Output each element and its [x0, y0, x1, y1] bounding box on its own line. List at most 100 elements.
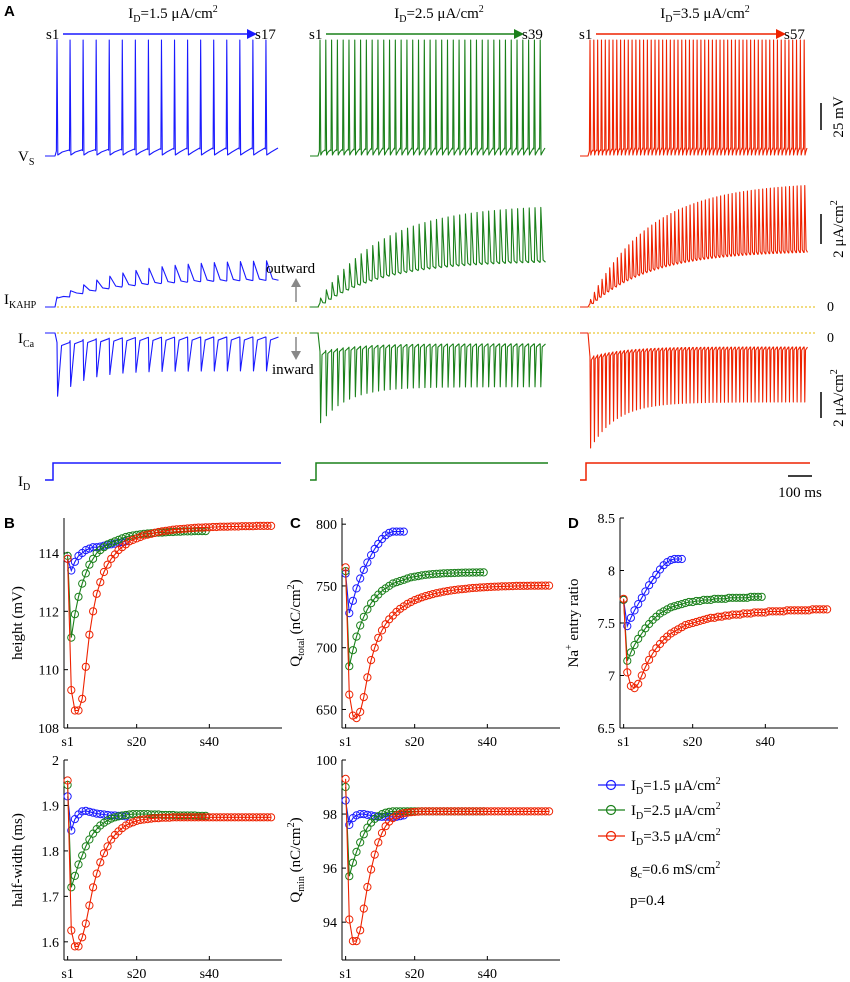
column-header-2: ID=2.5 μA/cm2	[394, 4, 484, 25]
outward-label: outward	[266, 261, 316, 277]
data-point	[63, 776, 72, 785]
x-tick-label: s40	[200, 967, 219, 982]
y-tick-label: 650	[316, 703, 337, 718]
x-tick-label: s1	[61, 967, 73, 982]
data-point	[619, 594, 628, 603]
data-point	[96, 858, 105, 867]
data-point	[99, 567, 109, 577]
data-point	[341, 563, 350, 572]
data-point	[85, 901, 94, 910]
data-point	[410, 596, 419, 605]
data-point	[634, 600, 643, 609]
data-point	[352, 714, 361, 723]
ica-label: ICa	[18, 331, 35, 350]
vs-label: VS	[18, 149, 34, 168]
y-axis-label: half-width (ms)	[10, 813, 26, 907]
data-point	[132, 534, 141, 543]
series-line	[67, 780, 272, 947]
series-i-d-1-5	[619, 554, 686, 631]
data-point	[363, 673, 372, 682]
series-i-d-2-5	[63, 780, 210, 892]
data-point	[699, 615, 708, 625]
data-point	[103, 560, 112, 569]
outward-arrow-icon	[291, 278, 301, 302]
data-point	[81, 662, 90, 671]
spike-range-arrowhead-3	[776, 29, 786, 39]
data-point	[399, 527, 408, 536]
data-point	[681, 621, 690, 630]
x-tick-label: s40	[478, 735, 497, 750]
series-line	[623, 558, 682, 629]
data-point	[110, 537, 120, 546]
data-point	[70, 610, 80, 619]
panel-label-a: A	[4, 3, 15, 20]
data-point	[81, 842, 90, 851]
data-point	[99, 849, 109, 858]
data-point	[114, 535, 123, 545]
legend-gc: gc=0.6 mS/cm2	[630, 860, 720, 881]
chart-c-bottom: 94 96 98 100 s1 s20 s40 Qmin (nC/cm2)	[286, 754, 560, 982]
series-i-d-3-5	[619, 594, 832, 693]
panel-label-c: C	[290, 515, 301, 532]
y-tick-label: 98	[323, 808, 337, 823]
legend-entry-3: ID=3.5 μA/cm2	[598, 827, 721, 848]
column-header-1: ID=1.5 μA/cm2	[128, 4, 218, 25]
id-label: ID	[18, 474, 30, 493]
data-point	[634, 679, 643, 689]
x-tick-label: s20	[405, 967, 424, 982]
id-step-3	[580, 462, 810, 481]
first-spike-label-2: s1	[309, 27, 322, 43]
data-point	[541, 807, 550, 816]
panel-label-b: B	[4, 515, 15, 532]
data-point	[345, 609, 354, 618]
series-i-d-1-5	[341, 527, 408, 618]
data-point	[107, 814, 116, 823]
charts: 108 110 112 114 s1 s20 s40 height (mV) 1.6 1.7 1.8…	[10, 512, 838, 982]
x-tick-label: s1	[61, 735, 73, 750]
series-line	[345, 531, 404, 614]
vs-trace-2	[310, 39, 546, 157]
y-tick-label: 8.5	[598, 512, 616, 527]
data-point	[692, 617, 701, 627]
data-point	[125, 537, 134, 546]
data-point	[374, 633, 383, 642]
zero-label-ca: 0	[827, 331, 834, 346]
series-i-d-3-5	[63, 521, 276, 715]
data-point	[89, 607, 98, 616]
zero-label-kahp: 0	[827, 300, 834, 315]
data-point	[545, 807, 554, 816]
series-i-d-3-5	[341, 563, 554, 723]
data-point	[78, 933, 87, 942]
current-scalebar-bottom-label: 2 μA/cm2	[829, 369, 847, 427]
y-axis-label: Na+ entry ratio	[564, 579, 582, 668]
data-point	[396, 527, 405, 536]
data-point	[85, 560, 94, 569]
y-tick-label: 114	[39, 547, 59, 562]
y-tick-label: 6.5	[598, 722, 616, 737]
data-point	[403, 574, 412, 583]
data-point	[125, 819, 134, 828]
data-point	[345, 820, 354, 830]
data-point	[388, 579, 397, 588]
data-point	[823, 605, 832, 614]
chart-b-top: 108 110 112 114 s1 s20 s40 height (mV)	[10, 518, 282, 750]
ica-trace-1	[45, 332, 279, 397]
data-point	[645, 655, 654, 664]
trace-column-1: ID=1.5 μA/cm2 s1 s17	[45, 4, 281, 481]
y-tick-label: 7	[608, 670, 615, 685]
series-line	[67, 525, 272, 712]
data-point	[541, 581, 550, 590]
voltage-scalebar-label: 25 mV	[831, 96, 847, 137]
data-point	[399, 575, 408, 584]
data-point	[359, 565, 368, 575]
ica-trace-3	[580, 332, 808, 449]
data-point	[757, 592, 766, 601]
data-point	[377, 810, 387, 819]
legend-label-1: ID=1.5 μA/cm2	[631, 776, 721, 797]
inward-label: inward	[272, 362, 314, 378]
data-point	[70, 706, 80, 715]
data-point	[363, 605, 372, 614]
data-point	[345, 690, 354, 699]
y-axis-label: Qtotal (nC/cm2)	[286, 579, 307, 666]
column-header-3: ID=3.5 μA/cm2	[660, 4, 750, 25]
